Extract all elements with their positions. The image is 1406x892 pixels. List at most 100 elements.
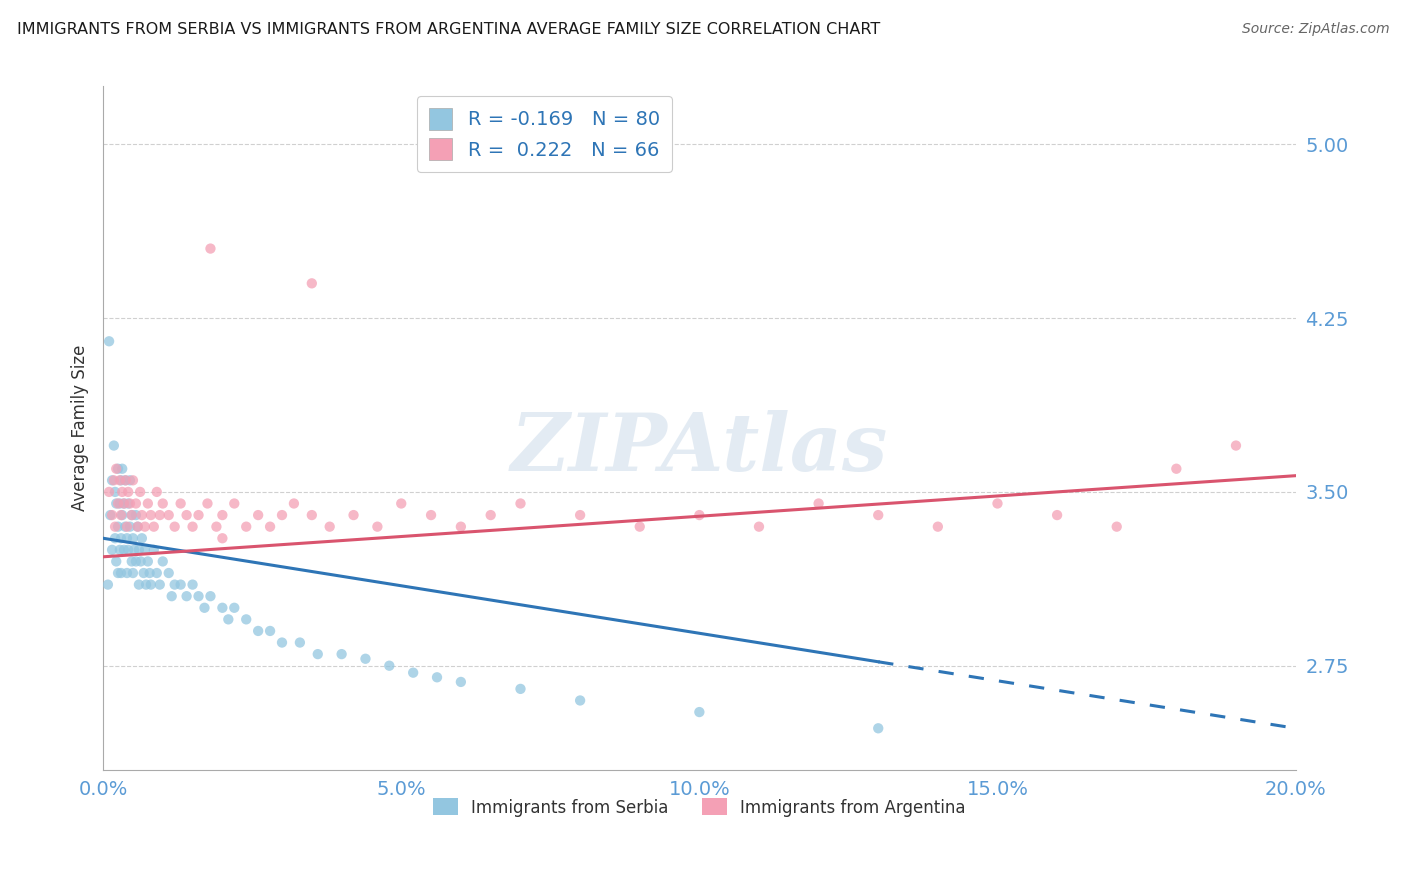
Point [169,577,191,591]
Point [136,496,159,510]
Point [115,519,138,533]
Point [117,542,139,557]
Point [142,542,165,557]
Point [342,508,364,522]
Point [111,461,134,475]
Point [450,519,472,533]
Point [163,577,186,591]
Point [247,624,270,638]
Point [235,519,257,533]
Point [98,508,121,522]
Point [115,531,138,545]
Point [378,658,401,673]
Point [420,508,443,522]
Point [569,693,592,707]
Point [128,577,150,591]
Point [628,519,651,533]
Point [98,334,121,349]
Point [128,542,150,557]
Point [354,652,377,666]
Point [107,461,129,475]
Point [176,589,198,603]
Point [104,484,127,499]
Point [125,496,148,510]
Point [235,612,257,626]
Point [146,484,169,499]
Point [125,554,148,568]
Point [110,473,132,487]
Point [108,542,131,557]
Point [142,519,165,533]
Point [200,242,222,256]
Point [149,577,172,591]
Point [1046,508,1069,522]
Point [181,577,204,591]
Point [127,519,149,533]
Point [98,484,121,499]
Point [366,519,388,533]
Point [569,508,592,522]
Point [127,519,149,533]
Point [104,519,127,533]
Point [169,496,191,510]
Point [163,519,186,533]
Point [247,508,270,522]
Point [868,721,890,735]
Point [103,473,125,487]
Point [807,496,830,510]
Point [146,566,169,580]
Point [271,635,294,649]
Point [136,554,159,568]
Point [110,531,132,545]
Point [426,670,449,684]
Point [129,554,152,568]
Point [117,496,139,510]
Point [138,566,160,580]
Point [479,508,502,522]
Point [187,508,209,522]
Point [101,542,124,557]
Point [259,519,281,533]
Legend: Immigrants from Serbia, Immigrants from Argentina: Immigrants from Serbia, Immigrants from … [426,792,973,823]
Point [122,531,145,545]
Point [224,496,246,510]
Point [205,519,228,533]
Point [111,508,134,522]
Point [318,519,340,533]
Point [283,496,305,510]
Point [112,496,135,510]
Point [211,508,233,522]
Text: ZIPAtlas: ZIPAtlas [510,410,889,487]
Point [111,484,134,499]
Point [114,473,136,487]
Point [107,566,129,580]
Point [509,496,531,510]
Point [450,675,472,690]
Point [1225,439,1247,453]
Point [97,577,120,591]
Point [105,461,128,475]
Point [509,681,531,696]
Y-axis label: Average Family Size: Average Family Size [72,345,89,511]
Point [139,577,162,591]
Point [271,508,294,522]
Text: IMMIGRANTS FROM SERBIA VS IMMIGRANTS FROM ARGENTINA AVERAGE FAMILY SIZE CORRELAT: IMMIGRANTS FROM SERBIA VS IMMIGRANTS FRO… [17,22,880,37]
Point [105,496,128,510]
Point [125,508,148,522]
Point [211,600,233,615]
Point [114,473,136,487]
Point [688,705,710,719]
Point [115,566,138,580]
Point [101,473,124,487]
Point [135,577,157,591]
Point [122,542,145,557]
Point [101,508,124,522]
Point [112,496,135,510]
Point [211,531,233,545]
Point [868,508,890,522]
Point [110,566,132,580]
Point [157,508,180,522]
Point [288,635,311,649]
Point [748,519,770,533]
Point [1105,519,1128,533]
